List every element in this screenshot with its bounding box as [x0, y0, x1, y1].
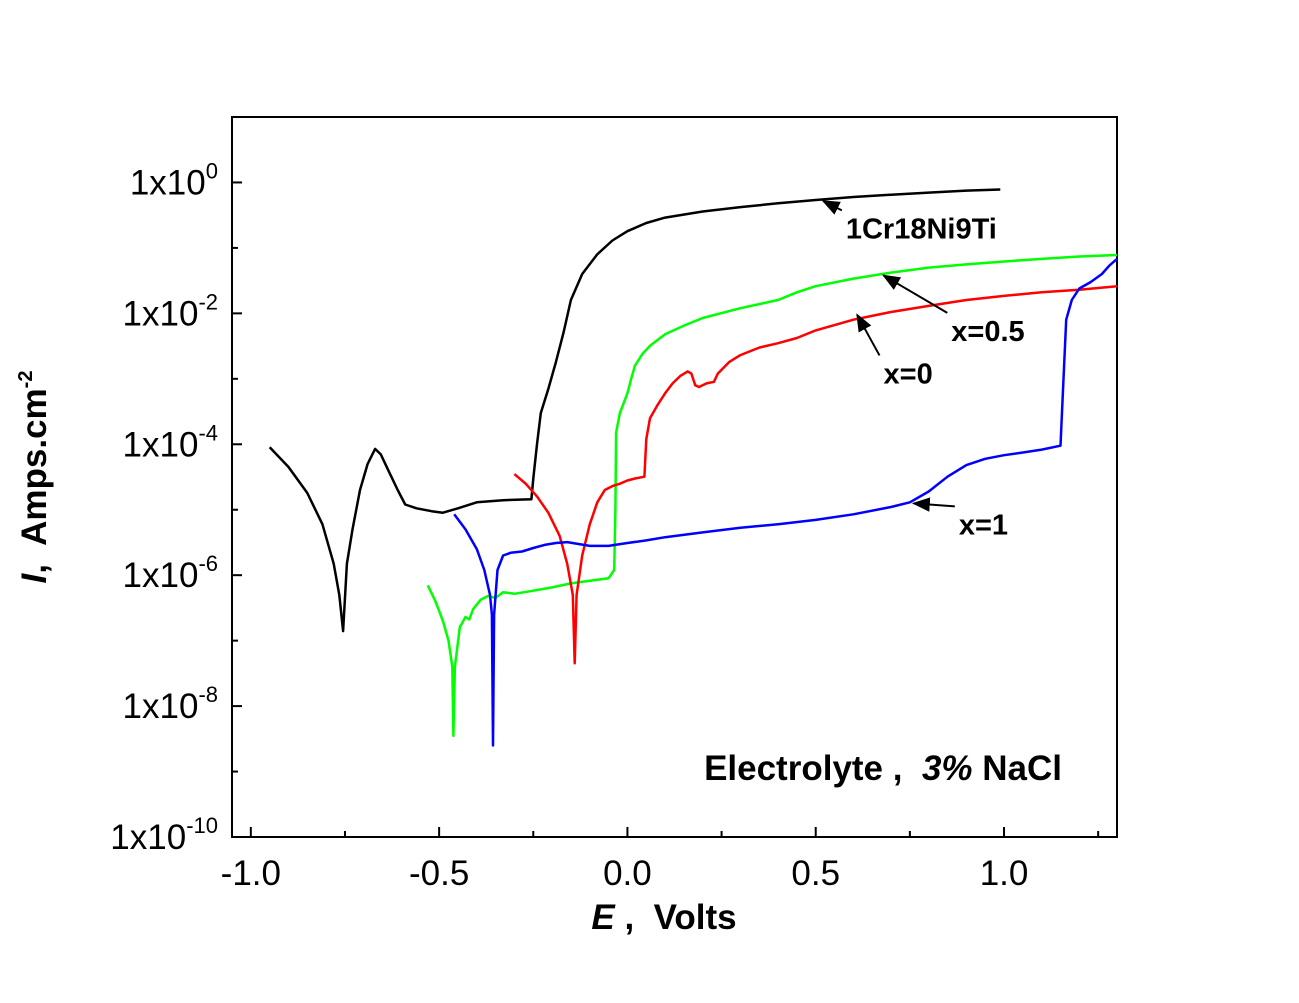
electrolyte-note: Electrolyte , 3% NaCl — [704, 749, 1062, 788]
x-tick-label: 0.5 — [791, 854, 840, 893]
annotation-label: x=1 — [959, 509, 1008, 541]
y-tick-label: 1x10-8 — [123, 682, 218, 726]
y-tick-label: 1x10-10 — [110, 813, 218, 857]
annotation-label: x=0.5 — [951, 316, 1024, 348]
y-tick-mantissa: 1x10 — [123, 556, 199, 595]
annotation-label: x=0 — [884, 358, 933, 390]
annotation-arrow — [881, 274, 948, 314]
series-lines — [268, 188, 1118, 747]
y-tick-mantissa: 1x10 — [110, 818, 186, 857]
annotation-arrow — [911, 497, 955, 512]
series-line-x-0-5 — [426, 253, 1118, 738]
y-tick-exponent: -10 — [186, 813, 218, 838]
y-tick-mantissa: 1x10 — [123, 294, 199, 333]
annotation-arrow — [821, 200, 843, 215]
x-tick-label: -0.5 — [409, 854, 469, 893]
annotation-arrow — [856, 313, 881, 356]
plot-frame — [231, 116, 1118, 838]
x-tick-label: 1.0 — [980, 854, 1029, 893]
series-line-1cr18ni9ti — [268, 188, 1001, 633]
axis-ticks: -1.0 -0.5 0.0 0.5 1.01x1001x10-21x10-41x10-6… — [110, 116, 1100, 893]
y-tick-mantissa: 1x10 — [130, 163, 206, 202]
y-tick-label: 1x10-2 — [123, 289, 218, 333]
x-tick-label: -1.0 — [221, 854, 281, 893]
y-tick-mantissa: 1x10 — [123, 687, 199, 726]
y-tick-exponent: -2 — [198, 289, 218, 314]
series-annotations: 1Cr18Ni9Ti x=0.5 x=0 x=1 — [821, 200, 1025, 541]
y-tick-label: 1x10-6 — [123, 551, 218, 595]
x-axis-title: E , Volts — [591, 898, 736, 937]
series-line-x-1 — [453, 257, 1118, 747]
y-tick-label: 1x100 — [130, 158, 218, 202]
y-axis-title: I, Amps.cm-2 — [15, 371, 54, 584]
series-line-x-0 — [513, 284, 1118, 665]
y-tick-exponent: -4 — [198, 420, 218, 445]
y-tick-exponent: -6 — [198, 551, 218, 576]
annotation-label: 1Cr18Ni9Ti — [846, 213, 997, 245]
y-tick-label: 1x10-4 — [123, 420, 218, 464]
y-tick-exponent: 0 — [206, 158, 218, 183]
x-tick-label: 0.0 — [603, 854, 652, 893]
y-tick-mantissa: 1x10 — [123, 425, 199, 464]
y-tick-exponent: -8 — [198, 682, 218, 707]
